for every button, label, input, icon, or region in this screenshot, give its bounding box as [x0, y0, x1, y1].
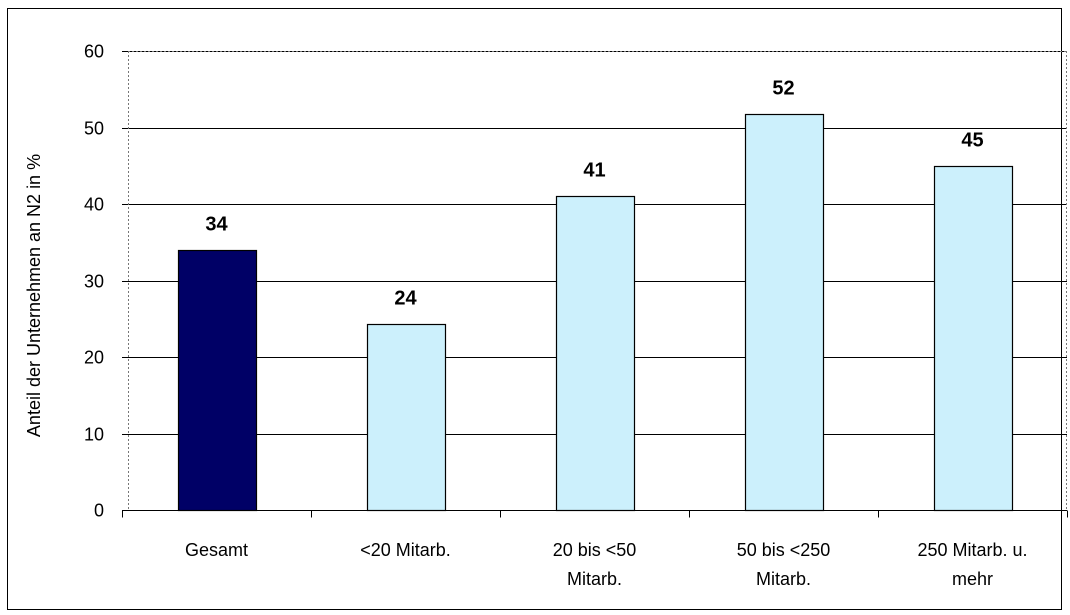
y-tick-label: 20 [84, 348, 104, 368]
data-label: 41 [583, 160, 605, 182]
y-tick-label: 50 [84, 119, 104, 139]
bar [177, 249, 258, 512]
y-tick-labels: 0 10 20 30 40 50 60 [84, 42, 104, 521]
bars [177, 113, 1014, 512]
bar [933, 165, 1014, 512]
y-tick-label: 30 [84, 272, 104, 292]
bar [555, 195, 636, 512]
y-tick-label: 0 [94, 501, 104, 521]
y-tick-label: 60 [84, 42, 104, 62]
x-category-label: Gesamt [185, 540, 248, 560]
x-category-label: mehr [952, 569, 993, 589]
data-label: 34 [205, 214, 228, 236]
x-category-label: 50 bis <250 [737, 540, 831, 560]
data-labels: 34 24 41 52 45 [205, 78, 983, 310]
x-category-label: 20 bis <50 [553, 540, 637, 560]
x-category-label: Mitarb. [756, 569, 811, 589]
bar [366, 323, 447, 512]
y-tick-label: 10 [84, 425, 104, 445]
bar [744, 113, 825, 512]
x-category-label: <20 Mitarb. [360, 540, 451, 560]
data-label: 24 [394, 288, 417, 310]
data-label: 52 [772, 78, 794, 100]
data-label: 45 [961, 130, 983, 152]
x-category-label: Mitarb. [567, 569, 622, 589]
x-category-label: 250 Mitarb. u. [917, 540, 1027, 560]
y-axis-label: Anteil der Unternehmen an N2 in % [24, 154, 44, 437]
y-tick-label: 40 [84, 195, 104, 215]
x-category-labels: Gesamt <20 Mitarb. 20 bis <50 Mitarb. 50 bis… [185, 540, 1028, 589]
